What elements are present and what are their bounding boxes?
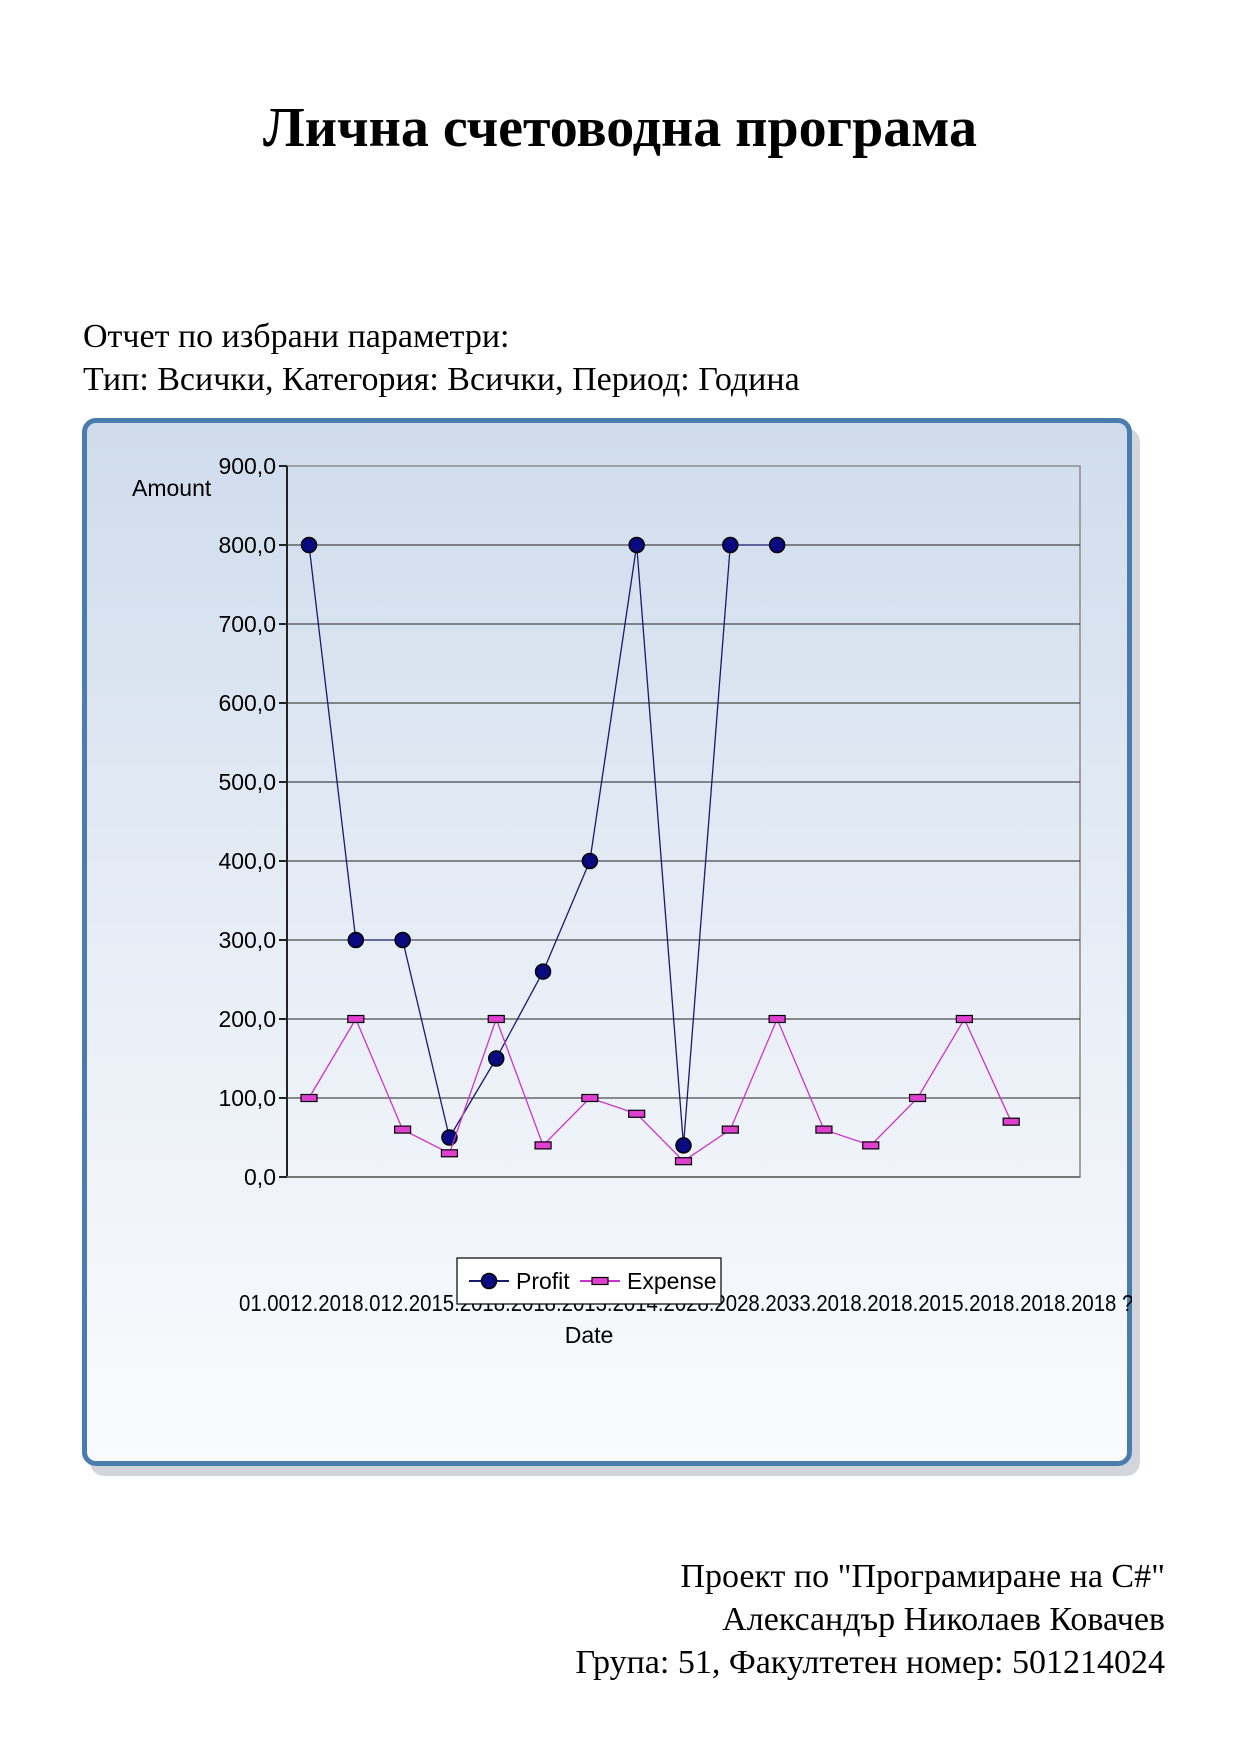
data-point-expense — [440, 1149, 459, 1158]
data-point-expense — [815, 1125, 833, 1134]
data-point-expense — [862, 1141, 880, 1150]
data-point-expense — [487, 1014, 505, 1024]
data-point-expense — [300, 1093, 318, 1103]
data-point-profit — [347, 931, 365, 949]
data-point-profit — [488, 1050, 505, 1067]
plot-area — [286, 465, 1081, 1178]
report-parameters: Отчет по избрани параметри: Тип: Всички,… — [83, 315, 800, 401]
data-point-expense — [628, 1109, 646, 1118]
y-axis-label: Amount — [132, 475, 212, 501]
data-point-expense — [674, 1157, 693, 1166]
data-point-profit — [581, 852, 599, 870]
legend-label-profit: Profit — [516, 1268, 570, 1294]
data-point-profit — [628, 536, 645, 554]
legend-marker-expense — [591, 1276, 609, 1286]
line-chart: Amount Date 01.0012.2018.012.2015.2018.2… — [132, 453, 1132, 1348]
chart-panel: Amount Date 01.0012.2018.012.2015.2018.2… — [82, 418, 1132, 1466]
data-point-expense — [768, 1014, 786, 1024]
legend: Profit Expense — [456, 1257, 722, 1305]
data-point-profit — [534, 963, 552, 980]
footer-author: Александър Николаев Ковачев — [722, 1601, 1165, 1638]
data-point-profit — [300, 536, 318, 554]
data-point-expense — [581, 1093, 599, 1103]
y-tick-label: 500,0 — [218, 769, 276, 795]
data-point-profit — [675, 1137, 692, 1154]
y-tick-label: 200,0 — [218, 1006, 276, 1032]
y-tick-label: 600,0 — [218, 690, 276, 716]
legend-label-expense: Expense — [627, 1268, 717, 1294]
data-point-expense — [908, 1093, 927, 1103]
data-point-expense — [721, 1125, 739, 1134]
data-point-expense — [955, 1014, 973, 1024]
project-footer: Проект по "Програмиране на C#" Александъ… — [576, 1555, 1165, 1684]
x-axis-label: Date — [565, 1322, 614, 1348]
y-tick-label: 400,0 — [218, 848, 276, 874]
data-point-profit — [768, 536, 786, 554]
data-point-expense — [347, 1014, 365, 1024]
y-tick-label: 300,0 — [218, 927, 276, 953]
data-point-expense — [534, 1141, 552, 1150]
footer-group: Група: 51, Факултетен номер: 501214024 — [575, 1644, 1165, 1681]
params-heading: Отчет по избрани параметри: — [83, 318, 510, 355]
series-line-expense — [308, 1017, 1012, 1163]
y-tick-label: 800,0 — [218, 532, 276, 558]
data-point-expense — [1002, 1117, 1020, 1126]
y-tick-label: 900,0 — [218, 453, 276, 479]
data-point-expense — [394, 1125, 412, 1134]
footer-project: Проект по "Програмиране на C#" — [680, 1558, 1165, 1595]
params-filters: Тип: Всички, Категория: Всички, Период: … — [83, 361, 800, 398]
y-tick-label: 100,0 — [218, 1085, 276, 1111]
page-title: Лична счетоводна програма — [263, 97, 977, 159]
y-tick-label: 700,0 — [218, 611, 276, 637]
data-point-profit — [722, 536, 739, 554]
y-tick-label: 0,0 — [244, 1164, 276, 1190]
series-line-profit — [308, 544, 778, 1146]
data-point-profit — [394, 931, 411, 949]
legend-marker-profit — [480, 1272, 498, 1290]
